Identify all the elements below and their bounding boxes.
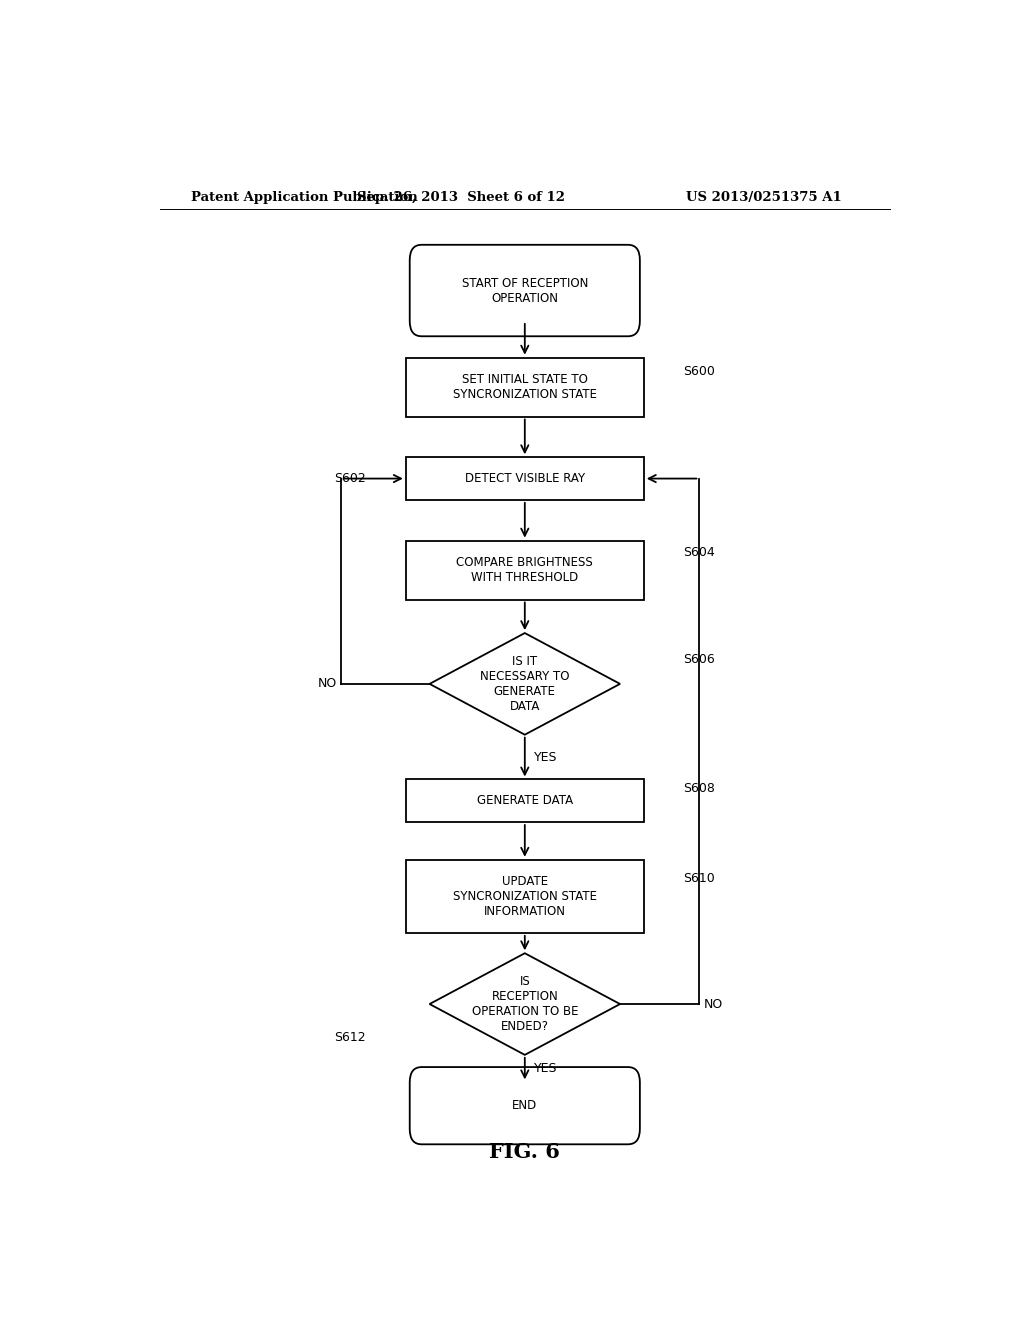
Text: FIG. 6: FIG. 6 <box>489 1142 560 1163</box>
Text: UPDATE
SYNCRONIZATION STATE
INFORMATION: UPDATE SYNCRONIZATION STATE INFORMATION <box>453 875 597 917</box>
Bar <box>406 457 644 500</box>
Text: S604: S604 <box>684 546 716 560</box>
Text: S610: S610 <box>684 871 716 884</box>
Bar <box>406 779 644 822</box>
Text: IS IT
NECESSARY TO
GENERATE
DATA: IS IT NECESSARY TO GENERATE DATA <box>480 655 569 713</box>
Polygon shape <box>430 953 620 1055</box>
Text: S612: S612 <box>334 1031 366 1044</box>
Text: NO: NO <box>317 677 337 690</box>
Bar <box>406 859 644 933</box>
Text: GENERATE DATA: GENERATE DATA <box>477 795 572 808</box>
Text: S600: S600 <box>684 366 716 379</box>
FancyBboxPatch shape <box>410 1067 640 1144</box>
Text: SET INITIAL STATE TO
SYNCRONIZATION STATE: SET INITIAL STATE TO SYNCRONIZATION STAT… <box>453 374 597 401</box>
Text: YES: YES <box>535 751 558 763</box>
Text: DETECT VISIBLE RAY: DETECT VISIBLE RAY <box>465 473 585 484</box>
Text: S602: S602 <box>334 473 367 484</box>
Text: US 2013/0251375 A1: US 2013/0251375 A1 <box>686 190 842 203</box>
Text: S606: S606 <box>684 653 716 667</box>
Text: Patent Application Publication: Patent Application Publication <box>191 190 418 203</box>
Bar <box>406 358 644 417</box>
Text: NO: NO <box>703 998 723 1011</box>
Text: YES: YES <box>535 1063 558 1074</box>
Text: COMPARE BRIGHTNESS
WITH THRESHOLD: COMPARE BRIGHTNESS WITH THRESHOLD <box>457 556 593 583</box>
Polygon shape <box>430 634 620 735</box>
Text: IS
RECEPTION
OPERATION TO BE
ENDED?: IS RECEPTION OPERATION TO BE ENDED? <box>471 975 579 1034</box>
Text: START OF RECEPTION
OPERATION: START OF RECEPTION OPERATION <box>462 276 588 305</box>
Bar <box>406 541 644 599</box>
Text: END: END <box>512 1100 538 1113</box>
Text: Sep. 26, 2013  Sheet 6 of 12: Sep. 26, 2013 Sheet 6 of 12 <box>357 190 565 203</box>
FancyBboxPatch shape <box>410 244 640 337</box>
Text: S608: S608 <box>684 781 716 795</box>
